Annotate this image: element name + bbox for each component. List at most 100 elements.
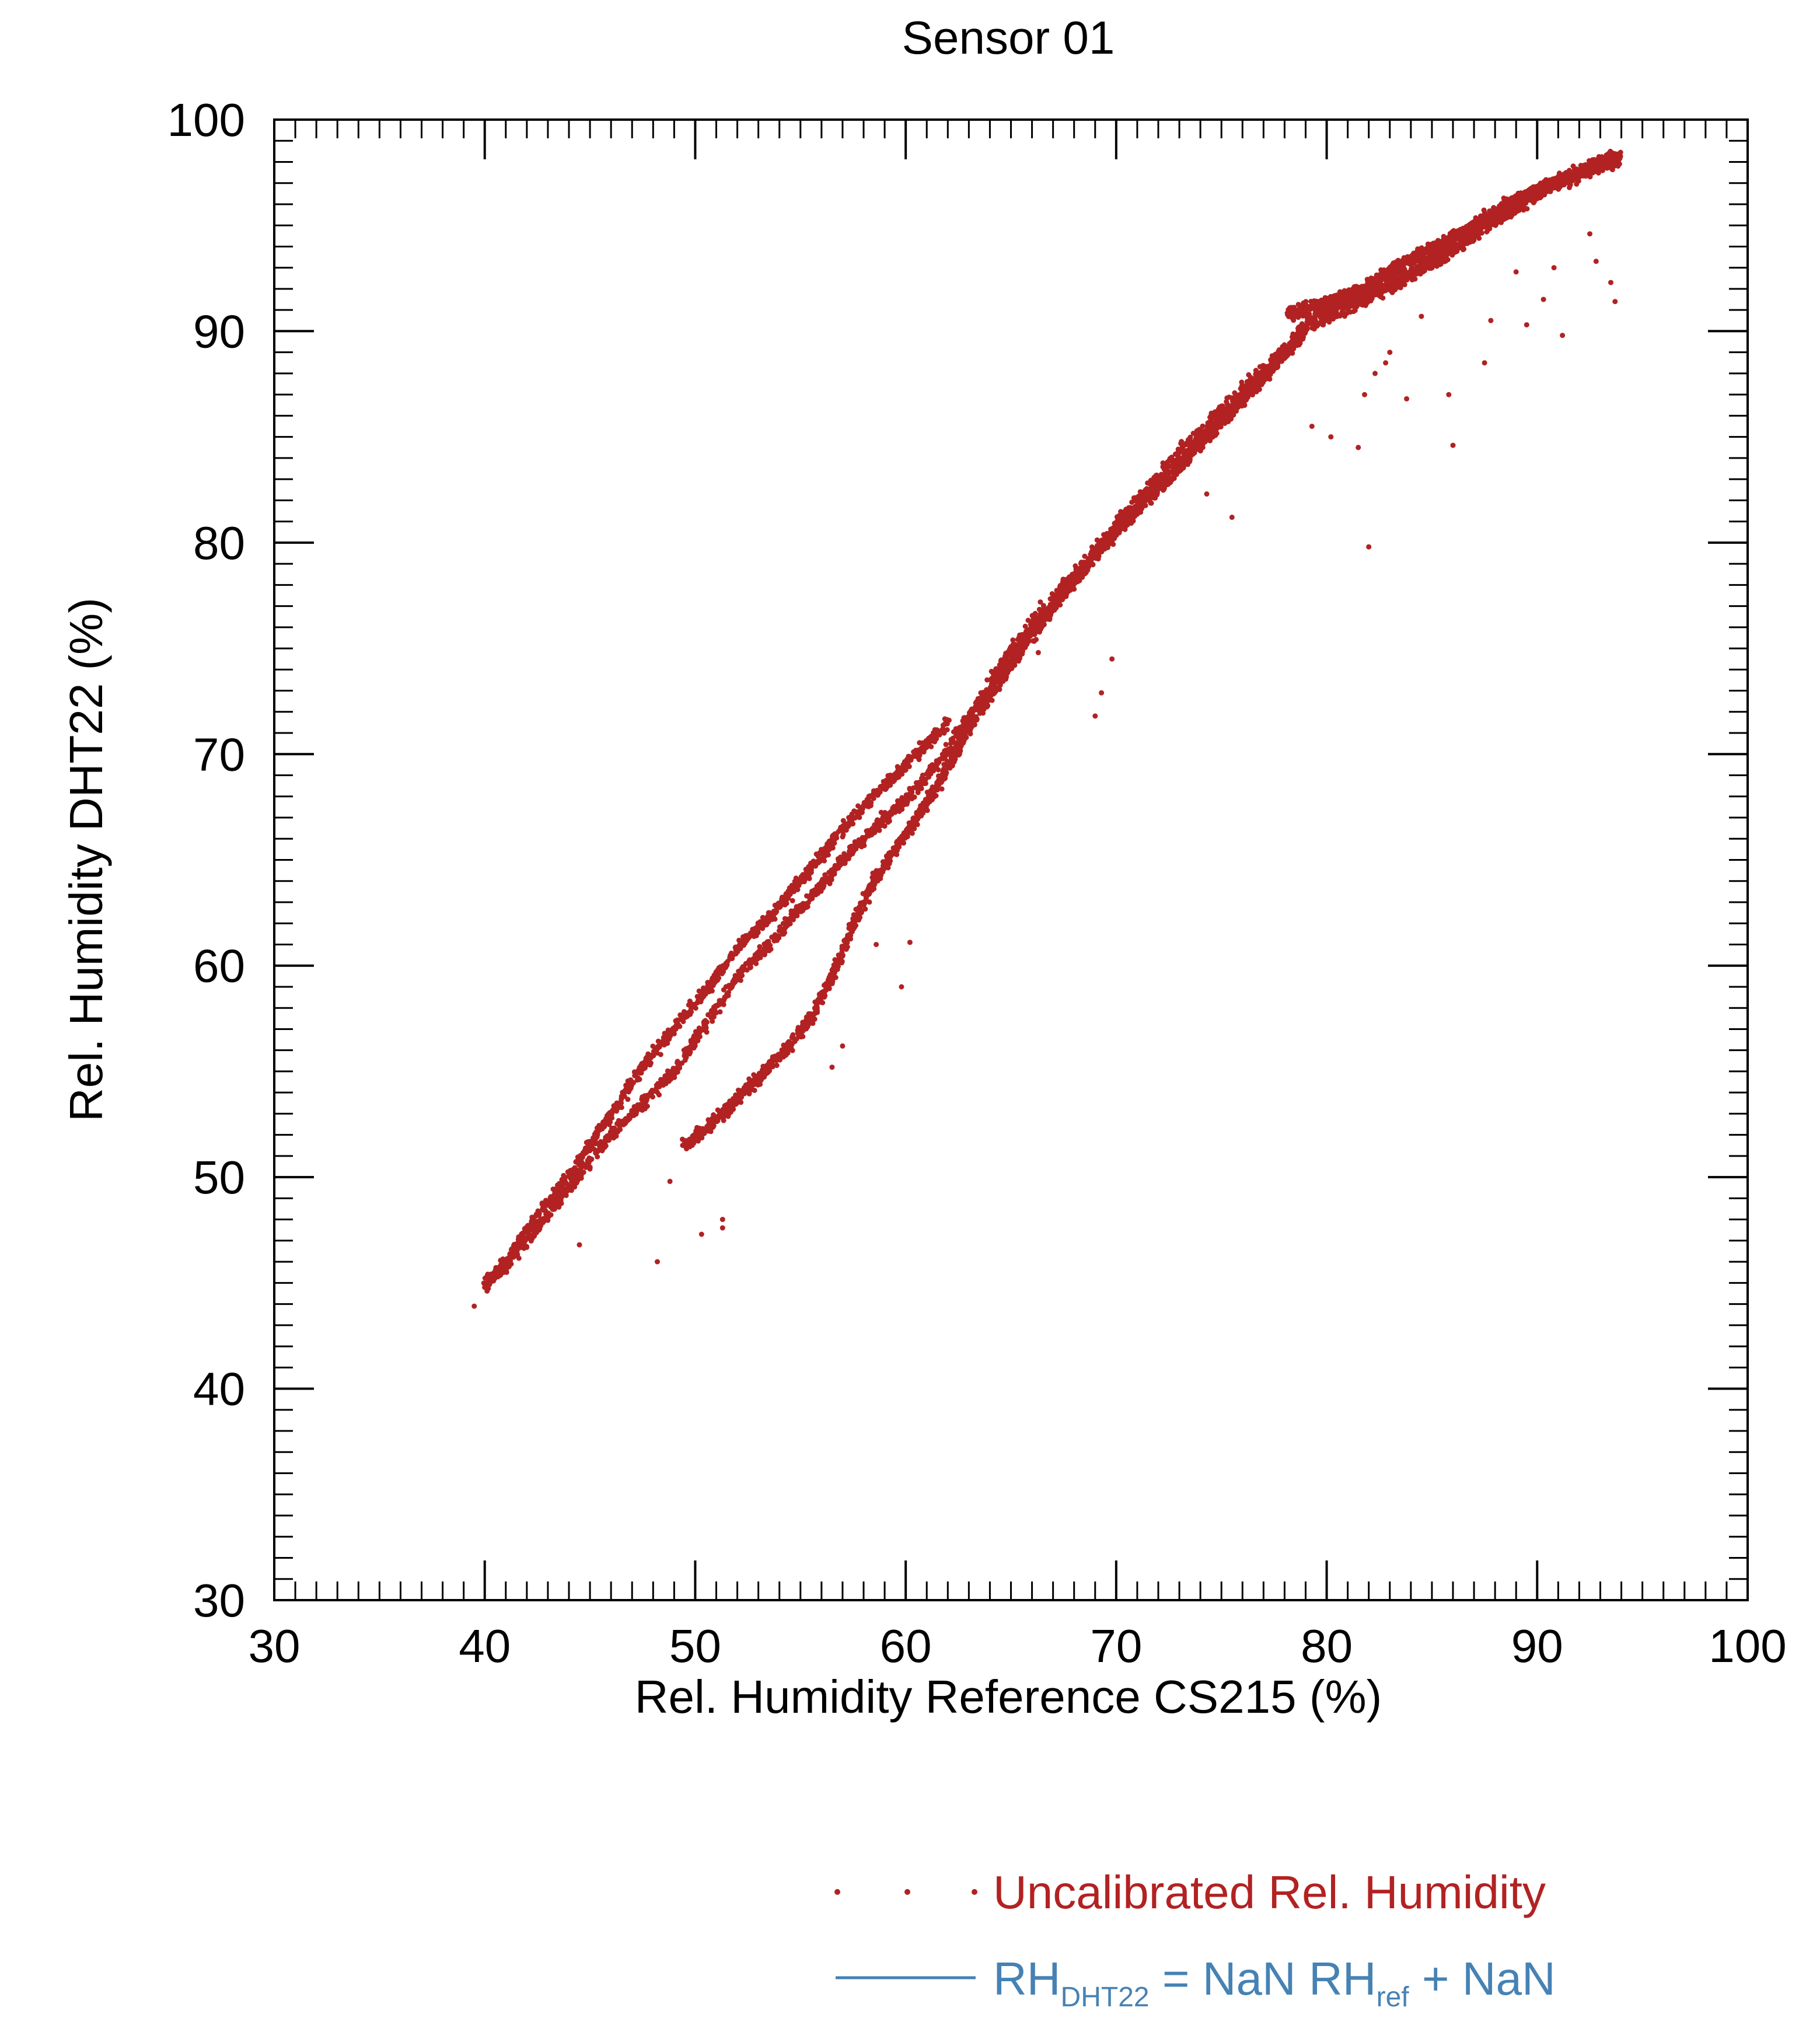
data-point <box>740 934 746 940</box>
data-point <box>916 752 921 757</box>
data-point <box>541 1218 547 1224</box>
data-point <box>868 827 874 833</box>
data-point <box>794 907 799 913</box>
data-point <box>1095 556 1101 562</box>
data-point <box>561 1190 567 1196</box>
data-point <box>818 999 824 1005</box>
data-point <box>705 1128 711 1134</box>
data-point <box>829 980 835 986</box>
data-point <box>504 1268 509 1273</box>
data-point <box>932 766 938 771</box>
data-point <box>883 817 889 823</box>
data-point <box>578 1175 584 1181</box>
data-point <box>1178 456 1183 462</box>
data-point <box>675 1069 680 1075</box>
data-point <box>682 1009 687 1015</box>
data-point <box>915 790 921 795</box>
data-point <box>1067 578 1073 584</box>
data-point <box>847 844 853 850</box>
chart-title: Sensor 01 <box>902 12 1115 64</box>
data-point <box>1229 398 1235 404</box>
data-point <box>525 1224 530 1230</box>
data-point <box>832 840 837 846</box>
data-point <box>767 1068 773 1074</box>
data-point <box>839 946 845 952</box>
major-ticks <box>273 118 1749 1601</box>
data-point <box>986 697 991 703</box>
data-point <box>770 934 776 940</box>
data-point <box>858 910 864 916</box>
data-point <box>1176 469 1182 474</box>
data-point <box>815 1008 820 1014</box>
data-point <box>787 885 792 891</box>
data-point <box>871 795 876 801</box>
data-point <box>644 1055 649 1060</box>
data-point <box>889 777 894 783</box>
data-point <box>1108 535 1113 540</box>
data-point <box>607 1119 613 1125</box>
data-point <box>588 1139 593 1144</box>
data-point <box>619 1100 624 1106</box>
data-point <box>588 1156 594 1162</box>
data-point <box>547 1195 553 1201</box>
data-point <box>761 946 767 951</box>
data-point <box>1190 451 1196 457</box>
data-point <box>751 1072 757 1078</box>
data-point <box>902 759 907 764</box>
data-point <box>779 1052 785 1058</box>
data-point <box>800 1034 806 1039</box>
data-point <box>698 991 704 997</box>
data-point <box>670 1029 676 1035</box>
data-point <box>593 1136 599 1141</box>
data-point <box>1020 633 1026 639</box>
data-point <box>973 716 979 722</box>
data-point <box>1232 403 1238 409</box>
data-point <box>967 710 973 716</box>
data-point <box>1095 538 1101 543</box>
data-point <box>850 928 855 934</box>
data-point <box>883 787 889 792</box>
data-point <box>1154 492 1160 498</box>
data-point <box>1116 515 1122 521</box>
data-point <box>1157 476 1163 481</box>
data-point <box>1075 570 1081 575</box>
minor-ticks <box>274 120 1748 1600</box>
data-point <box>855 803 861 809</box>
data-point <box>1167 456 1173 462</box>
data-point <box>759 921 764 927</box>
data-point <box>804 893 809 899</box>
data-point <box>1041 612 1047 617</box>
data-point <box>878 872 884 878</box>
data-point <box>1209 434 1215 439</box>
data-point <box>834 863 840 868</box>
data-point <box>623 1086 629 1092</box>
data-point <box>500 1256 506 1262</box>
data-point <box>1001 658 1007 664</box>
data-point <box>1122 518 1128 523</box>
data-point <box>528 1237 533 1242</box>
data-point <box>783 891 789 896</box>
data-point <box>747 964 753 970</box>
data-point <box>668 1034 673 1039</box>
data-point <box>1067 586 1073 592</box>
data-point <box>627 1086 633 1092</box>
data-point <box>814 891 820 896</box>
data-point <box>933 735 939 741</box>
data-point <box>981 704 987 710</box>
data-point <box>488 1277 494 1283</box>
data-point <box>641 1099 647 1104</box>
data-point <box>877 818 883 824</box>
data-point <box>799 1025 805 1030</box>
data-point <box>658 1052 663 1057</box>
data-point <box>519 1231 525 1237</box>
data-point <box>944 717 950 722</box>
data-point <box>1094 547 1100 553</box>
data-point <box>911 749 917 755</box>
data-point <box>924 745 930 750</box>
data-point <box>599 1126 605 1132</box>
data-point <box>939 786 945 792</box>
data-point <box>1022 623 1028 629</box>
data-point <box>864 828 869 834</box>
data-point <box>757 944 763 949</box>
data-point <box>592 1132 598 1137</box>
